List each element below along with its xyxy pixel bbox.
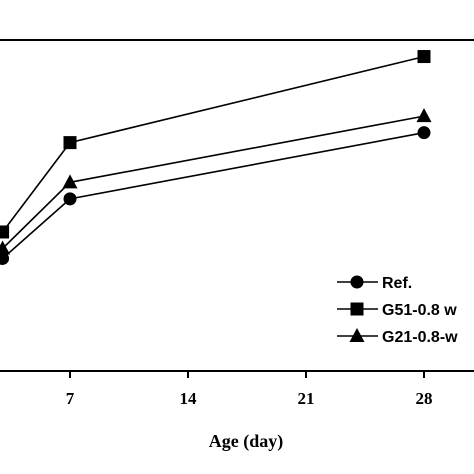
x-axis-ticks: 7 14 21 28 — [66, 371, 433, 408]
legend-marker — [350, 275, 364, 289]
series-triangle — [0, 108, 432, 255]
x-axis-title: Age (day) — [209, 431, 284, 452]
data-point — [62, 174, 78, 189]
data-point — [417, 126, 431, 140]
x-tick-label: 14 — [180, 389, 198, 408]
legend-item: Ref. — [337, 275, 412, 292]
data-point — [0, 225, 10, 239]
data-point — [63, 192, 77, 206]
series-circle — [0, 126, 431, 265]
series-square — [0, 50, 431, 239]
x-tick-label: 28 — [416, 389, 433, 408]
legend: Ref. G51-0.8 w G21-0.8-w — [337, 275, 458, 346]
legend-marker — [349, 328, 365, 342]
legend-marker — [350, 302, 364, 316]
data-point — [0, 240, 11, 255]
legend-label: G21-0.8-w — [382, 329, 458, 346]
data-point — [0, 251, 10, 265]
data-point — [417, 50, 431, 64]
data-point — [416, 108, 432, 123]
legend-item: G21-0.8-w — [337, 328, 458, 346]
series-layer — [0, 50, 432, 265]
x-tick-label: 21 — [298, 389, 315, 408]
legend-label: Ref. — [382, 275, 412, 292]
legend-item: G51-0.8 w — [337, 302, 457, 319]
plot-frame — [0, 39, 474, 372]
legend-label: G51-0.8 w — [382, 302, 457, 319]
x-tick-label: 7 — [66, 389, 75, 408]
data-point — [63, 136, 77, 150]
